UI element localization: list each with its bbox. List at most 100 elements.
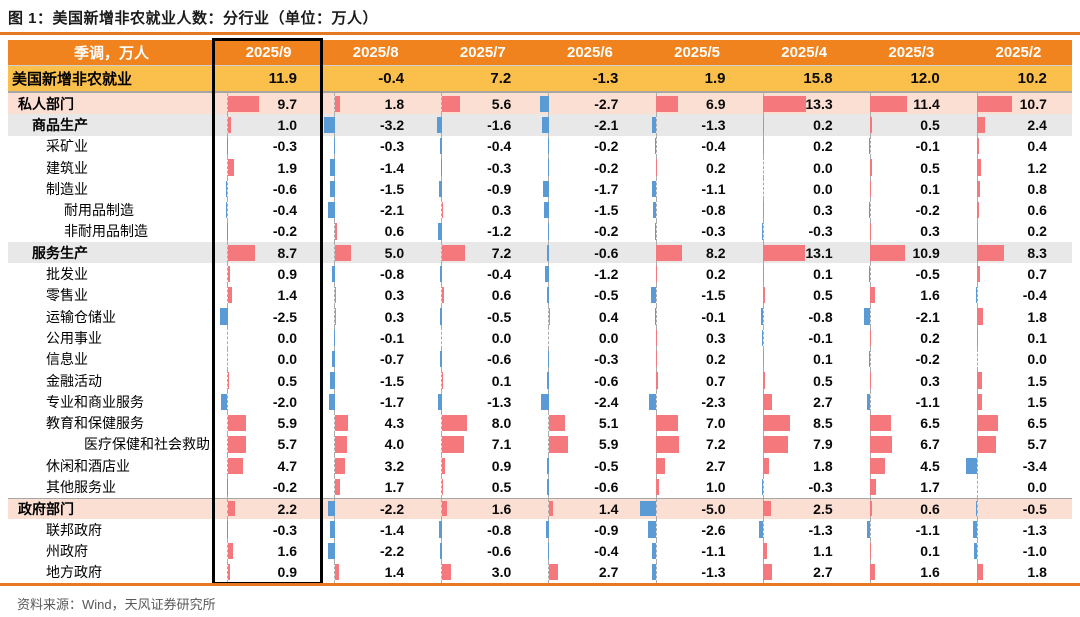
cell-value: -0.8	[808, 308, 833, 325]
positive-bar	[656, 372, 659, 389]
cell-value: 5.0	[384, 244, 405, 261]
data-cell: -0.6	[536, 242, 643, 264]
data-cell: -0.9	[429, 178, 536, 200]
positive-bar	[763, 265, 765, 283]
zero-axis-line	[655, 391, 657, 413]
data-cell: 7.1	[429, 433, 536, 456]
data-cell: 8.0	[429, 412, 536, 434]
positive-bar	[548, 308, 551, 325]
data-cell: 0.2	[751, 114, 858, 136]
row-label: 教育和保健服务	[46, 415, 144, 432]
negative-bar	[973, 521, 978, 538]
negative-bar	[974, 542, 978, 560]
data-cell: -0.6	[536, 369, 643, 392]
zero-axis-line	[548, 114, 550, 136]
zero-axis-line	[227, 327, 228, 349]
total-row: 美国新增非农就业 11.9 -0.4 7.2 -1.3 1.9 15.8 12.0 10.2	[8, 66, 1072, 93]
data-cell: 1.8	[965, 561, 1072, 583]
negative-bar	[545, 265, 549, 283]
data-cell: -0.5	[536, 284, 643, 306]
zero-axis-line	[227, 391, 228, 413]
cell-value: -0.3	[808, 223, 833, 240]
cell-value: -0.6	[594, 372, 619, 389]
payroll-table: 季调，万人 2025/9 2025/8 2025/7 2025/6 2025/5 2025…	[8, 38, 1072, 585]
table-row: 专业和商业服务 -2.0 -1.7 -1.3 -2.4 -2.3 2.7 -1.1 1.5	[8, 391, 1072, 413]
zero-axis-line	[762, 518, 764, 541]
zero-axis-line	[334, 348, 336, 370]
positive-bar	[870, 478, 876, 496]
zero-axis-line	[655, 540, 657, 562]
cell-value: 0.5	[277, 372, 297, 389]
positive-bar	[441, 414, 468, 432]
data-cell: -2.6	[644, 518, 751, 541]
cell-value: -1.1	[915, 521, 940, 538]
positive-bar	[870, 223, 872, 240]
column-header: 2025/3	[888, 44, 935, 61]
data-cell: 0.9	[215, 561, 322, 583]
positive-bar	[656, 436, 680, 453]
row-label-cell: 专业和商业服务	[8, 391, 215, 412]
negative-bar	[333, 329, 335, 347]
data-cell: 0.2	[965, 220, 1072, 243]
row-label-cell: 建筑业	[8, 157, 215, 178]
cell-value: 0.9	[277, 266, 297, 283]
data-cell: 8.2	[644, 242, 751, 264]
data-cell: -0.5	[965, 498, 1072, 519]
cell-value: -0.2	[594, 223, 619, 240]
cell-value: 13.3	[805, 95, 833, 112]
data-cell: 0.5	[215, 369, 322, 392]
zero-axis-line	[655, 178, 657, 200]
row-label: 公用事业	[46, 329, 102, 346]
positive-bar	[441, 501, 447, 517]
cell-value: 0.6	[384, 223, 405, 240]
positive-bar	[977, 329, 979, 347]
positive-bar	[334, 95, 341, 112]
cell-value: 0.0	[1027, 351, 1047, 368]
positive-bar	[334, 308, 336, 325]
cell-value: -0.2	[272, 223, 297, 240]
positive-bar	[977, 308, 984, 325]
negative-bar	[966, 457, 978, 474]
cell-value: -0.1	[701, 308, 726, 325]
zero-axis-line	[976, 540, 978, 562]
positive-bar	[977, 393, 983, 410]
table-row: 联邦政府 -0.3 -1.4 -0.8 -0.9 -2.6 -1.3 -1.1 -1.3	[8, 518, 1072, 541]
data-cell: 2.7	[536, 561, 643, 583]
cell-value: -0.6	[272, 180, 297, 197]
positive-bar	[870, 564, 876, 581]
data-cell: 0.2	[644, 348, 751, 370]
cell-value: -0.2	[594, 138, 619, 155]
data-cell: 1.8	[965, 305, 1072, 328]
cell-value: 2.7	[598, 564, 619, 581]
cell-value: -1.7	[380, 393, 405, 410]
data-cell: -5.0	[640, 498, 751, 519]
row-label: 其他服务业	[46, 478, 116, 495]
table-row: 商品生产 1.0 -3.2 -1.6 -2.1 -1.3 0.2 0.5 2.4	[8, 114, 1072, 136]
data-cell: 0.2	[644, 156, 751, 179]
positive-bar	[977, 564, 984, 581]
cell-value: 2.7	[813, 393, 833, 410]
cell-value: -1.0	[1022, 542, 1047, 559]
negative-bar	[332, 265, 335, 283]
cell-value: -1.2	[487, 223, 512, 240]
positive-bar	[227, 244, 256, 261]
data-cell: 3.2	[322, 455, 429, 477]
data-cell: 5.7	[965, 433, 1072, 456]
cell-value: 5.1	[598, 415, 619, 432]
positive-bar	[870, 95, 907, 112]
negative-bar	[545, 521, 549, 538]
cell-value: 0.2	[706, 351, 726, 368]
cell-value: -0.5	[594, 457, 619, 474]
zero-axis-line	[227, 348, 228, 370]
total-value: 15.8	[803, 70, 833, 87]
cell-value: 0.4	[598, 308, 619, 325]
zero-axis-line	[762, 178, 764, 200]
cell-value: -0.3	[808, 478, 833, 495]
data-cell: 5.1	[536, 412, 643, 434]
zero-axis-line	[441, 540, 443, 562]
cell-value: -0.8	[487, 521, 512, 538]
data-cell: 8.3	[965, 242, 1072, 264]
cell-value: -1.3	[1022, 521, 1047, 538]
cell-value: 0.0	[1027, 478, 1047, 495]
cell-value: 0.3	[920, 223, 940, 240]
